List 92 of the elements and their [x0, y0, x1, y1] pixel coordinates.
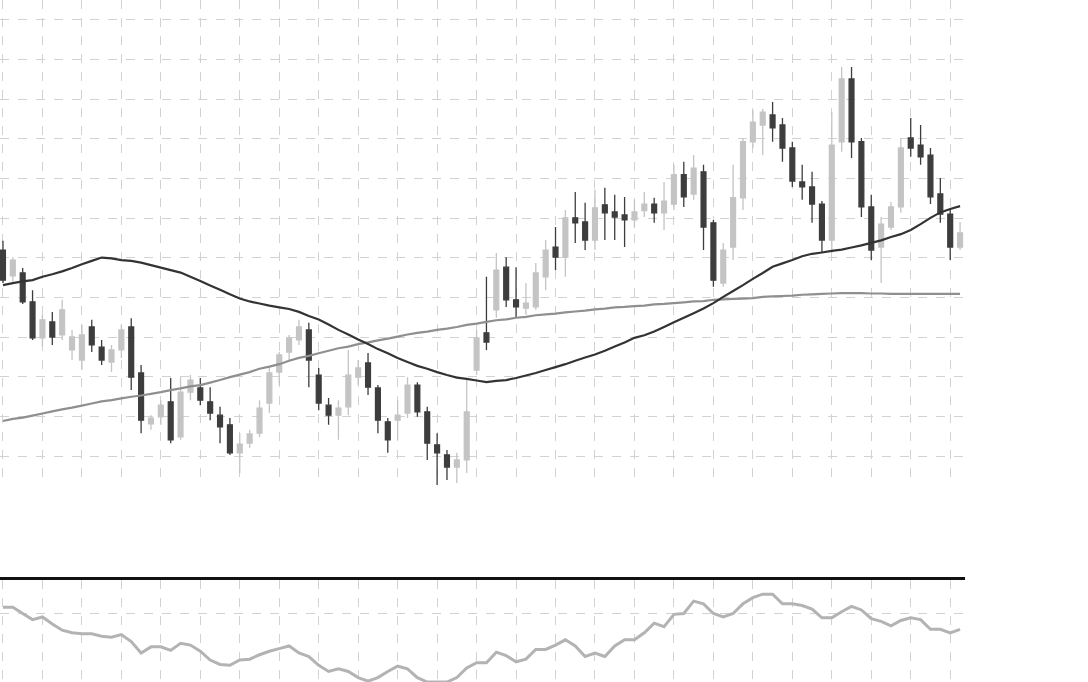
candlestick — [147, 414, 155, 431]
candlestick — [601, 187, 608, 241]
candlestick — [325, 397, 332, 426]
candlestick — [374, 384, 381, 434]
candlestick — [384, 417, 391, 454]
candlestick — [670, 164, 677, 211]
candlestick — [631, 199, 638, 229]
candlestick — [720, 242, 727, 288]
candlestick — [690, 154, 697, 201]
candlestick — [779, 117, 786, 163]
candlestick — [463, 379, 470, 474]
candlestick — [848, 66, 855, 159]
candlestick — [611, 194, 618, 241]
candlestick — [167, 377, 174, 444]
candlestick — [917, 124, 924, 166]
candlestick — [759, 108, 766, 156]
candlestick — [256, 399, 263, 438]
candlestick — [29, 289, 36, 341]
candlestick — [207, 386, 214, 421]
candlestick — [305, 322, 312, 388]
candlestick — [542, 239, 549, 291]
candlestick — [522, 282, 529, 316]
candlestick — [197, 377, 204, 406]
candlestick — [858, 137, 865, 218]
candlestick — [562, 209, 569, 278]
candlestick — [799, 164, 806, 201]
candlestick — [68, 329, 76, 361]
candlestick — [335, 399, 342, 441]
candlestick — [947, 209, 954, 261]
candlestick — [295, 319, 303, 346]
candlestick — [493, 252, 500, 319]
candlestick — [572, 191, 579, 244]
candlestick — [118, 324, 125, 359]
candlestick — [236, 432, 243, 474]
candlestick — [9, 256, 16, 283]
candlestick — [512, 266, 520, 318]
candlestick — [286, 334, 293, 361]
candlestick — [98, 339, 105, 366]
candlestick — [473, 329, 480, 376]
candlestick — [355, 359, 362, 386]
candlestick — [453, 452, 460, 484]
candlestick — [927, 147, 934, 205]
candlestick — [641, 191, 648, 218]
candlestick — [532, 262, 539, 311]
candlestick — [591, 189, 599, 251]
candlestick — [700, 164, 707, 251]
candlestick — [897, 137, 904, 214]
candlestick — [660, 181, 668, 231]
candlestick — [680, 161, 687, 208]
candlestick — [88, 319, 95, 353]
candlestick — [907, 117, 914, 158]
candlestick — [887, 201, 895, 231]
candlestick — [404, 376, 411, 419]
candlestick — [582, 202, 589, 251]
candlestick — [749, 109, 756, 149]
candlestick — [177, 376, 184, 441]
candlestick — [878, 216, 885, 284]
candlestick — [394, 399, 401, 441]
candlestick — [651, 197, 658, 224]
candlestick — [78, 324, 85, 371]
candlestick — [424, 406, 431, 461]
candlestick — [138, 364, 145, 434]
candlestick — [246, 429, 253, 449]
candlestick — [216, 406, 224, 444]
candlestick — [838, 66, 845, 153]
candlestick — [828, 111, 835, 254]
candlestick — [552, 226, 559, 271]
candlestick — [226, 417, 233, 456]
candlestick — [808, 171, 816, 224]
candlestick — [315, 367, 322, 411]
candlestick — [789, 141, 796, 188]
candlestick — [739, 137, 747, 211]
candlestick — [266, 366, 273, 414]
candlestick — [443, 449, 451, 481]
candlestick — [621, 196, 628, 248]
candlestick — [483, 276, 490, 351]
candlestick — [59, 299, 66, 341]
candlestick — [414, 381, 421, 418]
candlestick — [128, 317, 135, 391]
candlestick — [19, 267, 26, 305]
candlestick — [434, 432, 441, 485]
candlestick — [710, 219, 717, 288]
candlestick — [49, 311, 56, 346]
candlestick — [345, 349, 352, 416]
candlestick — [157, 399, 164, 426]
candlestick — [108, 344, 115, 373]
candlestick — [503, 256, 510, 308]
candlestick — [957, 221, 964, 251]
candlestick — [730, 164, 737, 261]
candlestick — [769, 101, 776, 143]
candlestick — [364, 352, 372, 396]
candlestick — [39, 314, 46, 348]
